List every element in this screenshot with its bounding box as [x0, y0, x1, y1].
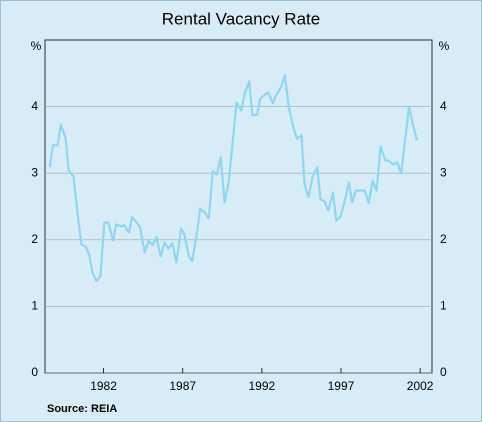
- y2-tick-label: 1: [440, 299, 447, 313]
- y2-tick-label: 0: [440, 365, 447, 379]
- y-tick-label: 3: [31, 165, 38, 179]
- y-tick-label: 2: [31, 232, 38, 246]
- x-tick-label: 1982: [90, 379, 117, 393]
- y2-tick-label: 3: [440, 165, 447, 179]
- y-axis-label: %: [31, 39, 42, 53]
- y-tick-label: 1: [31, 299, 38, 313]
- y2-tick-label: 4: [440, 99, 447, 113]
- x-tick-label: 2002: [407, 379, 434, 393]
- plot-area: [44, 39, 433, 374]
- x-tick-label: 1992: [248, 379, 275, 393]
- y-tick-label: 0: [31, 365, 38, 379]
- y2-tick-label: 2: [440, 232, 447, 246]
- line: [48, 74, 419, 283]
- y2-axis-label: %: [439, 39, 450, 53]
- source: Source: REIA: [47, 403, 117, 415]
- chart-title: Rental Vacancy Rate: [162, 9, 320, 28]
- x-tick-label: 1987: [169, 379, 196, 393]
- x-tick-label: 1997: [328, 379, 355, 393]
- y-tick-label: 4: [31, 99, 38, 113]
